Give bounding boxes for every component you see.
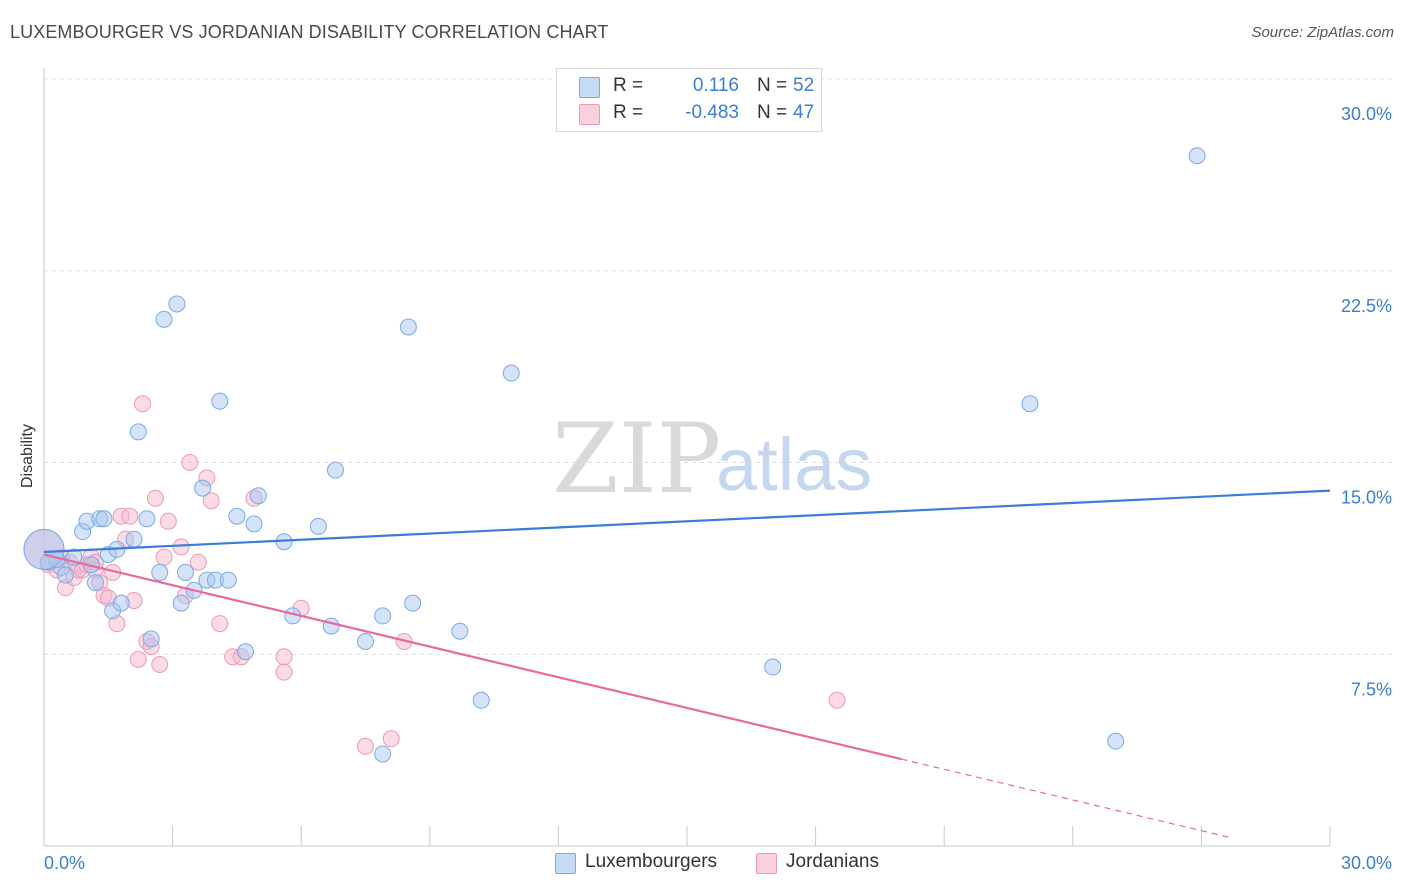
watermark-atlas: atlas <box>716 423 872 506</box>
legend-swatch-blue <box>555 853 576 874</box>
legend-n-label: N = <box>757 102 788 123</box>
data-point <box>374 607 392 625</box>
axes <box>43 68 1331 847</box>
y-tick-label: 30.0% <box>1341 104 1392 124</box>
watermark: ZIP atlas <box>552 403 872 515</box>
data-point <box>112 594 130 612</box>
data-point <box>1021 395 1039 413</box>
y-tick-label: 22.5% <box>1341 296 1392 316</box>
data-point <box>181 454 199 471</box>
data-point <box>151 563 169 581</box>
data-point <box>228 507 246 525</box>
legend-r-value: -0.483 <box>685 102 739 123</box>
data-point <box>134 395 152 413</box>
data-point <box>764 658 782 676</box>
data-point <box>23 528 65 570</box>
watermark-zip: ZIP <box>552 403 721 515</box>
data-point <box>151 655 169 673</box>
data-point <box>86 574 104 592</box>
data-point <box>357 632 374 650</box>
data-point <box>275 663 293 681</box>
data-point <box>202 492 220 510</box>
data-point <box>155 310 173 328</box>
data-point <box>129 650 147 668</box>
data-point <box>194 479 212 497</box>
data-point <box>159 512 177 530</box>
data-point <box>382 730 400 748</box>
trend-line-extrapolated <box>901 758 1232 839</box>
data-point <box>155 548 173 566</box>
legend-swatch-pink <box>579 104 600 125</box>
data-point <box>249 487 267 505</box>
gridlines <box>44 78 1392 655</box>
data-point <box>322 617 340 635</box>
trend-line <box>43 489 1331 554</box>
data-points <box>23 147 1206 763</box>
data-point <box>138 510 156 528</box>
data-point <box>357 737 374 755</box>
data-point <box>211 615 229 633</box>
legend-n-value: 52 <box>793 75 815 96</box>
data-point <box>125 530 143 548</box>
data-point <box>146 489 164 507</box>
legend-r-label: R = <box>613 75 644 96</box>
y-tick-label: 7.5% <box>1351 679 1392 699</box>
data-point <box>219 571 237 589</box>
data-point <box>211 392 229 410</box>
data-point <box>404 594 422 612</box>
legend-r-label: R = <box>613 102 644 123</box>
data-point <box>451 622 469 640</box>
legend-n-label: N = <box>757 75 788 96</box>
data-point <box>142 630 160 648</box>
data-point <box>326 461 344 479</box>
x-tick-label: 0.0% <box>44 853 85 873</box>
data-point <box>189 553 207 571</box>
data-point <box>828 691 846 709</box>
data-point <box>121 507 139 525</box>
data-point <box>472 691 490 709</box>
data-point <box>502 364 520 382</box>
data-point <box>236 643 254 661</box>
chart-title: LUXEMBOURGER VS JORDANIAN DISABILITY COR… <box>10 22 609 42</box>
y-tick-label: 15.0% <box>1341 488 1392 508</box>
data-point <box>399 318 417 336</box>
data-point <box>275 648 293 666</box>
data-point <box>95 510 113 528</box>
data-point <box>245 515 263 533</box>
trend-lines <box>43 489 1331 839</box>
legend-swatch-blue <box>579 77 600 98</box>
legend-n-value: 47 <box>793 102 815 123</box>
source-label: Source: ZipAtlas.com <box>1251 24 1394 41</box>
tick-labels: 7.5% 15.0% 22.5% 30.0% 0.0% 30.0% <box>44 104 1392 873</box>
legend-label: Jordanians <box>786 851 879 872</box>
data-point <box>129 423 147 441</box>
legend-swatch-pink <box>756 853 777 874</box>
data-point <box>309 517 327 535</box>
legend-label: Luxembourgers <box>585 851 718 872</box>
data-point <box>172 538 190 556</box>
data-point <box>1188 147 1206 165</box>
correlation-legend: R = 0.116 N = 52 R = -0.483 N = 47 <box>556 68 822 132</box>
data-point <box>374 745 392 763</box>
x-tick-label: 30.0% <box>1341 853 1392 873</box>
trend-line <box>43 553 902 761</box>
data-point <box>1107 732 1125 750</box>
data-point <box>56 566 74 584</box>
data-point <box>168 295 186 313</box>
data-point <box>172 594 190 612</box>
legend-r-value: 0.116 <box>692 75 739 96</box>
data-point <box>176 563 194 581</box>
